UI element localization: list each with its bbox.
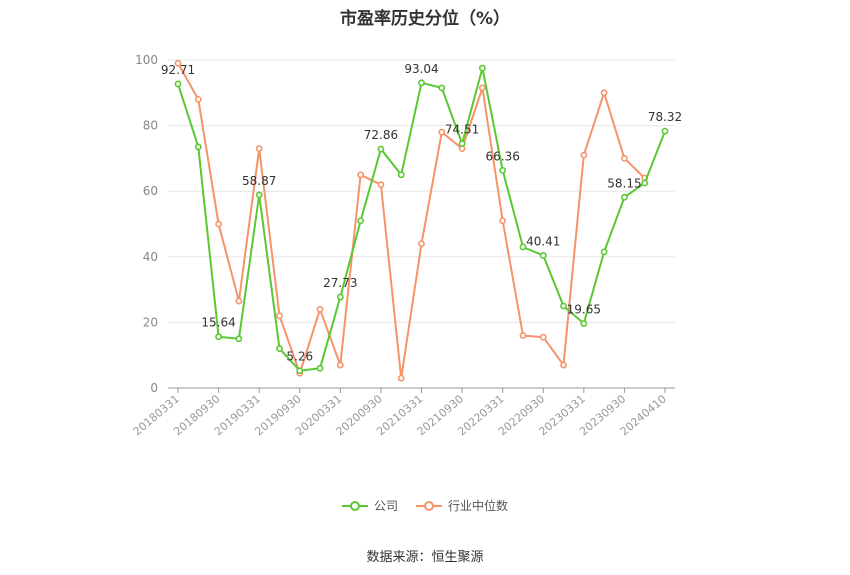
legend-label-company: 公司: [373, 499, 398, 513]
data-label: 78.32: [648, 110, 682, 124]
data-point: [357, 217, 365, 225]
legend: 公司 行业中位数: [0, 497, 850, 514]
data-point: [418, 240, 425, 248]
series-line-0: [177, 67, 666, 372]
data-point: [255, 145, 263, 152]
series-lines: [174, 59, 669, 382]
data-point: [560, 361, 567, 369]
data-point: [336, 293, 344, 301]
data-label: 58.15: [607, 176, 641, 190]
data-point: [600, 89, 608, 97]
data-source-note: 数据来源：恒生聚源: [366, 550, 484, 565]
data-point: [499, 217, 507, 225]
grid-lines: [168, 59, 675, 323]
data-point: [397, 171, 405, 179]
data-point: [600, 248, 608, 256]
data-label: 58.87: [242, 174, 276, 188]
data-point: [377, 145, 385, 153]
data-labels: 92.71 15.64 58.87 5.26 27.73 72.86 93.04 74.51 6…: [161, 62, 682, 364]
data-point: [539, 333, 547, 341]
data-point: [235, 335, 243, 343]
data-label: 93.04: [404, 62, 438, 76]
legend-item-industry-median[interactable]: 行业中位数: [416, 497, 508, 514]
data-point: [194, 143, 202, 151]
data-point: [316, 364, 324, 372]
y-tick-label-0: 0: [150, 381, 158, 395]
data-point: [194, 95, 202, 103]
data-point: [539, 252, 547, 259]
y-tick-label-20: 20: [143, 315, 158, 329]
y-tick-label-100: 100: [135, 53, 158, 67]
data-point: [357, 171, 365, 179]
legend-swatch-company-icon: [341, 500, 368, 511]
data-point: [438, 84, 446, 92]
data-point: [641, 179, 649, 187]
legend-label-industry-median: 行业中位数: [448, 499, 509, 513]
data-point: [377, 181, 385, 189]
data-point: [478, 64, 486, 72]
data-point: [296, 367, 304, 375]
chart-title: 市盈率历史分位（%）: [339, 9, 511, 29]
data-point: [580, 320, 588, 327]
data-point: [661, 127, 669, 135]
data-label: 66.36: [485, 149, 519, 163]
data-point: [255, 191, 263, 199]
data-label: 27.73: [323, 276, 357, 290]
y-tick-label-80: 80: [143, 119, 158, 133]
data-point: [580, 151, 588, 159]
data-label: 74.51: [445, 123, 479, 137]
data-point: [418, 79, 425, 87]
data-point: [316, 305, 324, 313]
data-point: [276, 312, 283, 320]
data-point: [560, 302, 567, 310]
y-tick-label-60: 60: [143, 184, 158, 198]
data-point: [215, 220, 222, 228]
data-label: 19.65: [567, 303, 601, 317]
data-point: [336, 361, 344, 369]
data-point: [458, 140, 466, 148]
data-label: 15.64: [201, 316, 235, 330]
data-point: [478, 84, 486, 92]
data-point: [499, 166, 507, 174]
data-point: [438, 128, 446, 136]
series-line-1: [177, 62, 646, 380]
data-point: [174, 80, 182, 88]
data-label: 72.86: [364, 128, 398, 142]
data-label: 92.71: [161, 63, 195, 77]
data-point: [621, 154, 628, 162]
data-point: [397, 374, 405, 382]
data-label: 40.41: [526, 234, 560, 248]
data-label: 5.26: [286, 350, 313, 364]
data-point: [174, 59, 182, 67]
legend-item-company[interactable]: 公司: [341, 497, 398, 514]
y-tick-label-40: 40: [143, 250, 158, 264]
data-point: [215, 333, 222, 341]
data-point: [621, 193, 628, 201]
data-point: [519, 243, 527, 251]
data-point: [235, 297, 243, 305]
data-point: [519, 332, 527, 339]
data-point: [276, 345, 283, 353]
legend-swatch-industry-median-icon: [416, 500, 442, 511]
